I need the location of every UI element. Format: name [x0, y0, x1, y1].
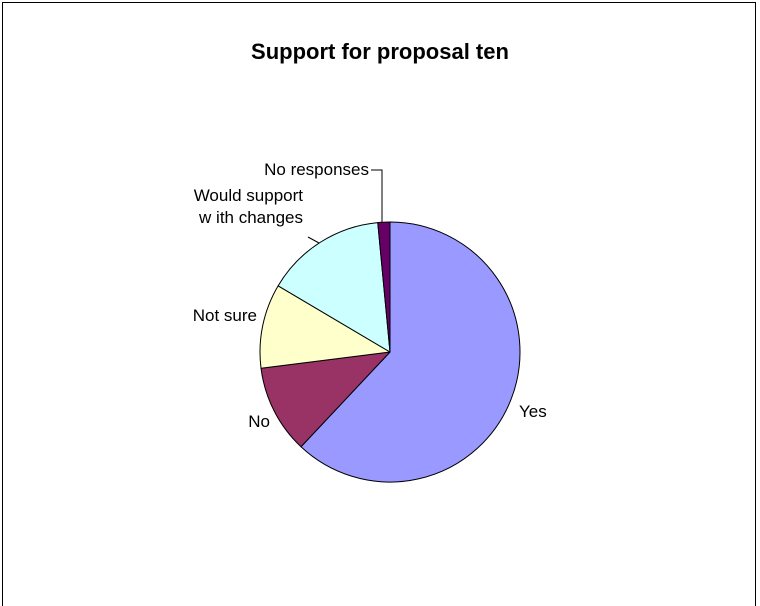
- slice-label-yes: Yes: [519, 402, 547, 421]
- pie-chart: Yes No Not sure Would support w ith changes N…: [193, 160, 547, 483]
- leader-line-would-support-with-changes: [307, 236, 320, 244]
- slice-labels: Yes No Not sure Would support w ith changes N…: [193, 160, 547, 431]
- chart-title: Support for proposal ten: [251, 39, 509, 64]
- pie-slice-no-responses: [377, 221, 391, 353]
- pie-slice-not-sure: [259, 285, 391, 369]
- pie-slices: [259, 221, 521, 483]
- pie-slice-would-support-with-changes: [277, 222, 391, 353]
- slice-label-no: No: [248, 412, 270, 431]
- leader-lines: [307, 169, 383, 244]
- slice-label-not-sure: Not sure: [193, 306, 257, 325]
- pie-slice-no: [260, 351, 391, 448]
- pie-slice-yes: [300, 221, 521, 483]
- slice-label-no-responses: No responses: [264, 160, 369, 179]
- slice-label-would-support-with-changes: Would support w ith changes: [194, 186, 304, 227]
- leader-line-no-responses: [371, 169, 383, 223]
